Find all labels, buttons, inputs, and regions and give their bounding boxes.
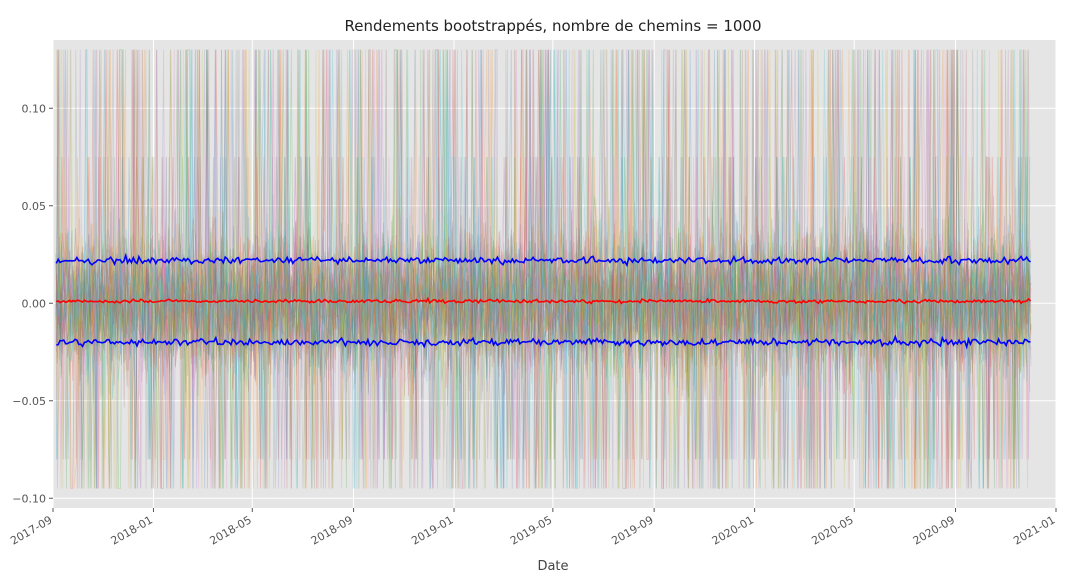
bootstrap-path xyxy=(56,49,1031,489)
bootstrap-path xyxy=(55,49,1032,489)
x-tick-label: 2021-01 xyxy=(1011,513,1057,547)
x-tick-label: 2018-01 xyxy=(109,513,155,547)
bootstrap-path xyxy=(56,49,1031,489)
lower-band-line xyxy=(56,334,1031,350)
x-tick-label: 2019-05 xyxy=(508,513,554,547)
bootstrap-path xyxy=(55,49,1031,489)
plot-area xyxy=(53,40,1056,508)
bootstrap-path xyxy=(56,49,1031,489)
x-tick-label: 2019-09 xyxy=(609,513,655,547)
bootstrap-path xyxy=(55,49,1032,489)
bootstrap-path xyxy=(55,49,1032,489)
y-tick-label: −0.05 xyxy=(12,395,46,408)
bootstrap-path xyxy=(55,49,1031,489)
bootstrap-path xyxy=(56,49,1031,489)
bootstrap-path xyxy=(55,49,1031,489)
bootstrap-path xyxy=(56,49,1031,489)
y-tick-label: 0.05 xyxy=(22,200,47,213)
bootstrap-path xyxy=(55,49,1032,489)
bootstrap-path xyxy=(55,49,1032,489)
bootstrap-path xyxy=(55,49,1031,489)
x-tick-label: 2018-05 xyxy=(207,513,253,547)
y-tick-label: 0.00 xyxy=(22,297,47,310)
bootstrap-path xyxy=(56,49,1032,489)
upper-band-line xyxy=(55,252,1031,268)
x-tick-label: 2020-09 xyxy=(911,513,957,547)
bootstrap-path xyxy=(55,49,1032,489)
mean-line xyxy=(55,296,1032,305)
x-tick-label: 2018-09 xyxy=(309,513,355,547)
y-axis: 0.10 0.05 0.00 −0.05 −0.10 xyxy=(12,102,53,505)
chart-title: Rendements bootstrappés, nombre de chemi… xyxy=(344,17,761,35)
bootstrap-path xyxy=(56,49,1031,489)
bootstrap-path xyxy=(56,49,1031,489)
x-tick-label: 2017-09 xyxy=(8,513,54,547)
grid-lines xyxy=(52,40,1057,508)
summary-lines xyxy=(55,252,1032,350)
bootstrap-path xyxy=(55,49,1032,489)
bootstrap-path xyxy=(56,49,1032,489)
y-tick-label: 0.10 xyxy=(22,102,47,115)
x-axis: 2017-09 2018-01 2018-05 2018-09 2019-01 2019-… xyxy=(8,508,1058,548)
bootstrap-path xyxy=(56,49,1032,489)
y-tick-label: −0.10 xyxy=(12,492,46,505)
x-axis-label: Date xyxy=(537,559,568,574)
bootstrap-path xyxy=(55,49,1031,489)
x-tick-label: 2020-05 xyxy=(809,513,855,547)
bootstrap-path xyxy=(56,49,1032,489)
bootstrap-path xyxy=(56,49,1032,489)
bootstrap-path xyxy=(55,49,1031,489)
x-tick-label: 2020-01 xyxy=(710,513,756,547)
bootstrap-path xyxy=(56,49,1032,489)
x-tick-label: 2019-01 xyxy=(409,513,455,547)
bootstrap-path xyxy=(55,49,1032,489)
bootstrap-path xyxy=(56,49,1031,489)
